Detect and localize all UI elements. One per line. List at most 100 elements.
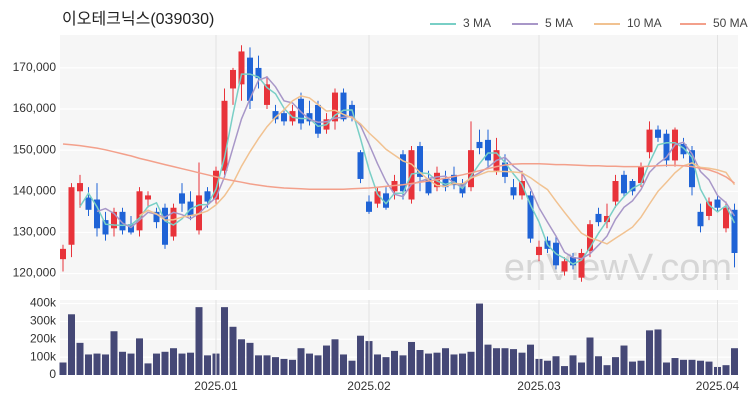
volume-bar: [476, 303, 483, 375]
candle-body: [621, 174, 627, 194]
y-tick-label: 400k: [30, 296, 57, 310]
candle-body: [332, 92, 338, 122]
volume-bar: [433, 352, 441, 375]
x-tick-label: 2025.02: [347, 379, 391, 393]
volume-bar: [629, 361, 636, 375]
candle-body: [731, 209, 738, 253]
volume-bar: [527, 344, 534, 375]
volume-bar: [425, 353, 432, 375]
y-tick-label: 150,000: [13, 142, 57, 156]
volume-bar: [399, 355, 407, 375]
y-tick-label: 160,000: [13, 101, 57, 115]
legend-label: 50 MA: [713, 16, 748, 30]
volume-bar: [85, 354, 92, 375]
volume-bar: [144, 363, 152, 375]
volume-bar: [620, 345, 628, 375]
volume-bar: [450, 354, 458, 375]
volume-bar: [688, 359, 696, 375]
candle-body: [451, 174, 457, 186]
volume-bar: [646, 330, 653, 375]
volume-bar: [459, 353, 466, 375]
candle-body: [374, 191, 381, 204]
candle-body: [315, 104, 321, 134]
volume-bar: [493, 348, 500, 375]
candle-body: [179, 193, 185, 204]
volume-bar: [323, 345, 330, 375]
price-plot-area: [60, 35, 738, 290]
volume-bar: [552, 356, 560, 375]
volume-bar: [697, 360, 704, 375]
volume-bar: [705, 361, 713, 375]
volume-bar: [127, 353, 135, 375]
volume-bar: [603, 365, 611, 375]
ma-line: [139, 95, 736, 245]
candle-body: [366, 201, 372, 212]
y-tick-label: 300k: [30, 314, 57, 328]
volume-bar: [272, 357, 279, 375]
volume-bar: [586, 337, 594, 375]
volume-bar: [374, 354, 381, 375]
candle-body: [476, 141, 483, 149]
volume-bar: [195, 307, 203, 375]
volume-bar: [731, 348, 738, 375]
candle-body: [604, 215, 610, 223]
volume-bar: [68, 314, 75, 375]
candle-body: [68, 187, 75, 245]
candle-body: [383, 193, 389, 208]
volume-bar: [153, 353, 160, 375]
candle-body: [561, 261, 568, 272]
candle-body: [519, 181, 525, 196]
volume-bar: [357, 335, 364, 375]
candle-body: [536, 246, 542, 256]
candle-body: [306, 113, 313, 122]
volume-bar: [671, 358, 679, 375]
chart-title: 이오테크닉스(039030): [62, 10, 214, 28]
candle-body: [502, 162, 508, 177]
y-tick-label: 130,000: [13, 225, 57, 239]
legend-label: 3 MA: [463, 16, 491, 30]
candle-body: [85, 197, 92, 210]
candle-body: [697, 211, 704, 227]
candle-body: [510, 187, 517, 196]
volume-bar: [306, 353, 313, 375]
volume-bar: [59, 362, 67, 375]
volume-bar: [255, 355, 262, 375]
candle-body: [213, 170, 219, 200]
candle-body: [595, 213, 602, 223]
volume-bar: [612, 357, 619, 375]
candle-body: [527, 195, 534, 239]
ma-line: [62, 143, 735, 190]
volume-bar: [263, 355, 271, 375]
volume-bar: [569, 355, 577, 375]
volume-bar: [510, 349, 517, 375]
candle-body: [655, 129, 661, 138]
candle-body: [468, 150, 474, 188]
candle-body: [570, 257, 576, 266]
volume-bar: [654, 329, 662, 375]
candle-body: [145, 195, 151, 200]
candle-body: [629, 181, 636, 192]
volume-bar: [229, 326, 237, 375]
volume-bar: [442, 348, 449, 375]
candle-body: [136, 191, 143, 231]
volume-bar: [408, 341, 415, 375]
volume-bar: [102, 354, 109, 375]
volume-bar: [595, 356, 602, 375]
candle-body: [714, 199, 721, 208]
candle-body: [119, 211, 126, 231]
candle-body: [400, 154, 406, 192]
candle-body: [204, 191, 211, 202]
candle-body: [578, 252, 585, 278]
candle-body: [60, 248, 66, 260]
volume-bar: [289, 359, 296, 375]
volume-bar: [722, 365, 730, 375]
volume-bar: [467, 351, 475, 375]
volume-bar: [238, 339, 245, 375]
candle-body: [94, 199, 100, 229]
candle-body: [638, 166, 644, 184]
volume-bar: [578, 362, 585, 375]
candle-body: [170, 207, 177, 237]
volume-bar: [221, 307, 228, 375]
volume-bar: [76, 342, 84, 375]
candle-body: [238, 51, 245, 85]
